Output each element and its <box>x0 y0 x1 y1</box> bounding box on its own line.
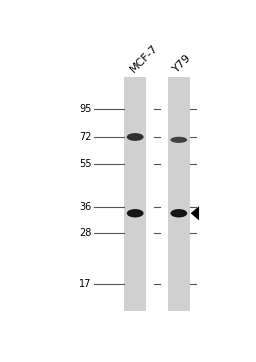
Text: 95: 95 <box>79 104 92 114</box>
Bar <box>168 77 190 311</box>
Text: 17: 17 <box>79 279 92 289</box>
Text: 55: 55 <box>79 159 92 169</box>
Text: 36: 36 <box>79 202 92 212</box>
Bar <box>124 77 146 311</box>
Ellipse shape <box>170 137 187 143</box>
Text: 28: 28 <box>79 228 92 238</box>
Text: 72: 72 <box>79 132 92 142</box>
Ellipse shape <box>127 209 144 218</box>
Text: Y79: Y79 <box>172 52 194 74</box>
Ellipse shape <box>131 211 139 215</box>
Polygon shape <box>191 206 199 220</box>
Ellipse shape <box>131 135 139 139</box>
Text: MCF-7: MCF-7 <box>128 42 160 74</box>
Ellipse shape <box>175 211 183 215</box>
Ellipse shape <box>175 138 183 142</box>
Ellipse shape <box>170 209 187 218</box>
Ellipse shape <box>127 133 144 141</box>
